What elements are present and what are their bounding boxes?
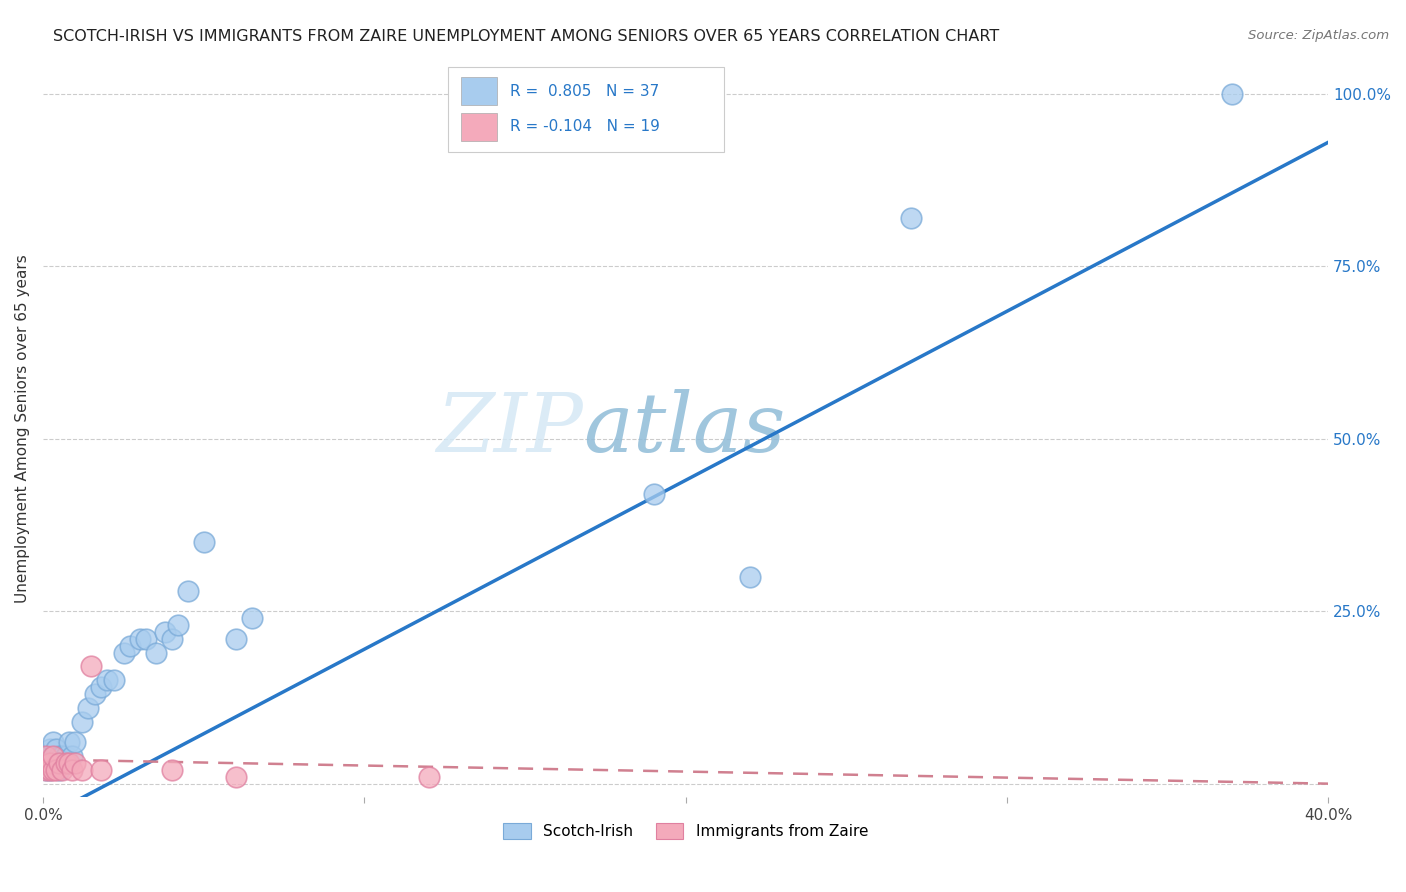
- Point: [38, 763, 60, 777]
- Point: [90, 763, 112, 777]
- Y-axis label: Unemployment Among Seniors over 65 years: Unemployment Among Seniors over 65 years: [15, 254, 30, 603]
- Point: [1220, 87, 1243, 101]
- Point: [60, 763, 83, 777]
- Point: [112, 646, 135, 660]
- FancyBboxPatch shape: [449, 67, 724, 152]
- Point: [177, 583, 200, 598]
- Point: [83, 687, 105, 701]
- Point: [38, 763, 60, 777]
- Point: [38, 742, 60, 756]
- Point: [96, 673, 118, 688]
- Point: [35, 763, 58, 777]
- Point: [240, 611, 263, 625]
- Point: [58, 756, 80, 770]
- Point: [45, 742, 67, 756]
- Point: [35, 749, 58, 764]
- Point: [42, 735, 65, 749]
- Point: [225, 632, 247, 646]
- Point: [193, 535, 215, 549]
- Text: SCOTCH-IRISH VS IMMIGRANTS FROM ZAIRE UNEMPLOYMENT AMONG SENIORS OVER 65 YEARS C: SCOTCH-IRISH VS IMMIGRANTS FROM ZAIRE UN…: [53, 29, 1000, 44]
- Point: [45, 763, 67, 777]
- Point: [90, 680, 112, 694]
- Point: [35, 763, 58, 777]
- Point: [38, 756, 60, 770]
- Point: [35, 749, 58, 764]
- Point: [145, 646, 167, 660]
- Point: [55, 756, 77, 770]
- Bar: [461, 78, 496, 105]
- Point: [135, 632, 157, 646]
- Point: [48, 763, 70, 777]
- Point: [738, 570, 761, 584]
- Point: [55, 749, 77, 764]
- Point: [65, 756, 87, 770]
- Text: ZIP: ZIP: [436, 389, 583, 468]
- Point: [48, 756, 70, 770]
- Point: [58, 735, 80, 749]
- Point: [48, 749, 70, 764]
- Text: atlas: atlas: [583, 389, 785, 468]
- Point: [42, 756, 65, 770]
- Text: R = -0.104   N = 19: R = -0.104 N = 19: [509, 120, 659, 134]
- Point: [42, 763, 65, 777]
- Point: [80, 659, 103, 673]
- Point: [900, 211, 922, 226]
- Text: Source: ZipAtlas.com: Source: ZipAtlas.com: [1249, 29, 1389, 42]
- Point: [225, 770, 247, 784]
- Point: [167, 618, 190, 632]
- Bar: [461, 112, 496, 141]
- Point: [42, 749, 65, 764]
- Point: [103, 673, 125, 688]
- Point: [643, 487, 665, 501]
- Point: [128, 632, 150, 646]
- Point: [160, 632, 183, 646]
- Point: [51, 763, 73, 777]
- Text: R =  0.805   N = 37: R = 0.805 N = 37: [509, 84, 659, 99]
- Point: [51, 749, 73, 764]
- Point: [70, 763, 93, 777]
- Point: [70, 714, 93, 729]
- Point: [65, 735, 87, 749]
- Point: [60, 749, 83, 764]
- Point: [77, 700, 100, 714]
- Point: [118, 639, 141, 653]
- Point: [45, 756, 67, 770]
- Point: [155, 624, 177, 639]
- Point: [160, 763, 183, 777]
- Point: [418, 770, 440, 784]
- Legend: Scotch-Irish, Immigrants from Zaire: Scotch-Irish, Immigrants from Zaire: [498, 817, 875, 845]
